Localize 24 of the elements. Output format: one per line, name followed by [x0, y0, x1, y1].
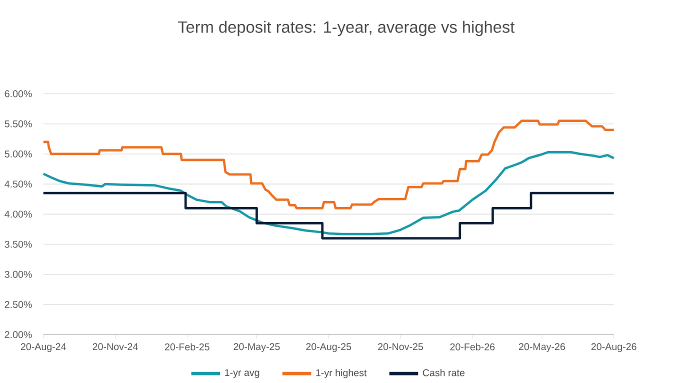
x-tick-label: 20-Aug-24	[20, 343, 66, 352]
y-tick-label: 5.00%	[4, 150, 32, 158]
y-tick-label: 4.00%	[4, 210, 32, 218]
x-tick-label: 20-Feb-25	[165, 343, 210, 350]
x-tick-label: 20-Feb-26	[450, 343, 495, 350]
line-series	[42, 119, 616, 210]
x-tick-label: 20-May-26	[518, 343, 565, 352]
x-tick-label: 20-Aug-26	[591, 343, 636, 352]
x-tick-label: 20-Nov-25	[378, 343, 424, 350]
x-tick-label: 20-Aug-25	[306, 343, 352, 352]
y-tick-label: 3.00%	[4, 270, 32, 278]
y-tick-label: 2.00%	[4, 330, 32, 338]
x-tick-label: 20-May-25	[234, 343, 280, 352]
y-tick-label: 5.50%	[4, 120, 32, 128]
y-tick-label: 6.00%	[4, 90, 32, 98]
legend-label: 1-yr highest	[316, 368, 367, 378]
y-tick-label: 2.50%	[4, 300, 32, 308]
legend-label: Cash rate	[422, 368, 465, 376]
legend-label: 1-yr avg	[225, 369, 260, 378]
y-tick-label: 3.50%	[4, 240, 32, 248]
chart-title: Term deposit rates: 1-year, average vs highest	[178, 20, 515, 36]
x-tick-label: 20-Nov-24	[92, 343, 138, 350]
line-series	[42, 150, 616, 236]
y-tick-label: 4.50%	[4, 180, 32, 188]
